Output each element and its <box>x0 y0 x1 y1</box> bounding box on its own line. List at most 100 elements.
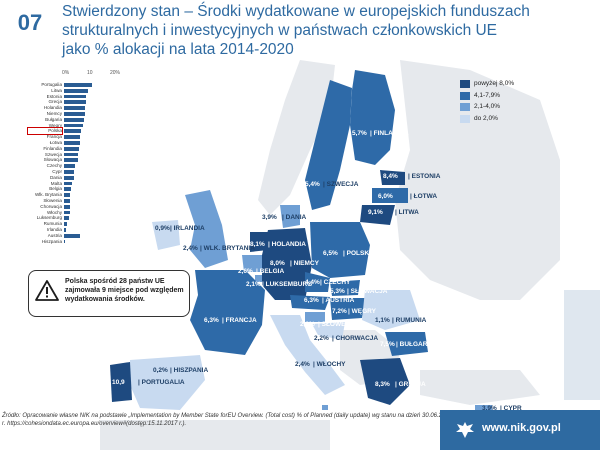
chart-bar <box>64 175 75 180</box>
chart-row: Chorwacja <box>28 204 123 210</box>
region-grecja[interactable] <box>360 358 410 405</box>
region-francja[interactable] <box>190 270 265 355</box>
region-slowenia[interactable] <box>305 312 325 322</box>
label-wlk-brytania: | WLK. BRYTANIA <box>200 245 255 252</box>
region-szwecja[interactable] <box>305 80 352 210</box>
chart-row: Bułgaria <box>28 117 123 123</box>
value-portugalia: 10,9 <box>112 379 125 386</box>
region-estonia[interactable] <box>380 170 405 185</box>
value-holandia: 8,1% <box>250 241 265 248</box>
map-neighbor-africa <box>100 420 330 450</box>
value-bulgaria: 7,5% <box>380 341 395 348</box>
label-finlandia: | FINLANDIA <box>370 130 409 137</box>
legend-swatch <box>460 103 470 111</box>
chart-row: Węgry <box>28 123 123 129</box>
legend-item: do 2,0% <box>460 114 560 124</box>
chart-row: Luksemburg <box>28 215 123 221</box>
region-czechy[interactable] <box>305 272 330 292</box>
region-litwa[interactable] <box>360 205 395 225</box>
warning-icon <box>35 280 59 301</box>
chart-row-label: Portugalia <box>41 82 62 87</box>
chart-bar <box>64 169 75 174</box>
chart-row-label: Włochy <box>46 209 62 215</box>
region-niemcy[interactable] <box>262 228 312 300</box>
chart-bar <box>64 106 86 110</box>
region-hiszpania[interactable] <box>130 355 205 410</box>
region-wegry[interactable] <box>330 298 365 320</box>
chart-row: Słowenia <box>28 198 123 204</box>
chart-row: Cypr <box>28 169 123 175</box>
region-holandia[interactable] <box>250 232 268 252</box>
chart-row: Austria <box>28 233 123 239</box>
chart-bar <box>64 216 70 221</box>
chart-row: Włochy <box>28 210 123 216</box>
region-slowacja[interactable] <box>330 280 360 296</box>
label-irlandia: | IRLANDIA <box>170 225 205 232</box>
region-wlk-brytania[interactable] <box>185 190 228 268</box>
region-portugalia[interactable] <box>110 362 132 402</box>
chart-bar <box>64 140 80 145</box>
value-slowacja: 5,3% <box>330 288 345 295</box>
value-wlochy: 2,4% <box>295 361 310 368</box>
tick-20: 20% <box>110 70 121 76</box>
label-austria: | AUSTRIA <box>322 297 355 304</box>
label-grecja: | GRECJA <box>395 381 426 388</box>
region-irlandia[interactable] <box>152 220 180 250</box>
chart-bar <box>64 135 81 139</box>
chart-row: Rumunia <box>28 221 123 227</box>
label-niemcy: | NIEMCY <box>290 260 320 267</box>
chart-row-label: Grecja <box>48 99 62 105</box>
chart-row-label: Szwecja <box>44 151 62 157</box>
chart-row: Irlandia <box>28 227 123 233</box>
chart-row-label: Litwa <box>51 87 62 93</box>
chart-bar <box>64 204 70 209</box>
region-luksemburg[interactable] <box>255 275 262 282</box>
region-wlochy[interactable] <box>270 315 345 395</box>
region-dania[interactable] <box>280 205 300 228</box>
chart-row-label: Holandia <box>43 105 62 111</box>
region-malta[interactable] <box>322 405 328 410</box>
chart-row: Wlk. Brytania <box>28 192 123 198</box>
label-cypr: | CYPR <box>500 405 522 412</box>
value-dania: 3,9% <box>262 214 277 221</box>
region-finlandia[interactable] <box>350 70 395 165</box>
value-litwa: 9,1% <box>368 209 383 216</box>
region-lotwa[interactable] <box>372 188 408 203</box>
value-wlk-brytania: 2,4% <box>183 245 198 252</box>
label-rumunia: | RUMUNIA <box>392 317 427 324</box>
chart-row-label: Bułgaria <box>45 116 62 122</box>
callout-text: Polska spośród 28 państw UE zajmowała 9 … <box>65 278 184 303</box>
chart-bar <box>64 233 81 238</box>
value-slowenia: 2,8% <box>300 321 315 328</box>
chart-row-label: Węgry <box>48 122 62 128</box>
region-belgia[interactable] <box>242 255 262 272</box>
chart-bar <box>64 117 84 122</box>
chart-row: Holandia <box>28 105 123 111</box>
region-chorwacja[interactable] <box>312 322 345 340</box>
legend-swatch <box>460 91 470 100</box>
slide-number: 07 <box>17 10 43 35</box>
label-wegry: | WĘGRY <box>348 308 377 315</box>
chart-bar <box>64 210 71 215</box>
chart-row-label: Francja <box>46 134 62 140</box>
chart-row: Szwecja <box>28 152 123 158</box>
label-estonia: | ESTONIA <box>408 173 441 180</box>
site-link[interactable]: www.nik.gov.pl <box>482 422 561 434</box>
chart-row: Belgia <box>28 186 123 192</box>
region-bulgaria[interactable] <box>385 332 428 356</box>
chart-row-label: Chorwacja <box>40 203 62 209</box>
label-dania: | DANIA <box>282 214 307 221</box>
label-chorwacja: | CHORWACJA <box>332 335 378 342</box>
region-rumunia[interactable] <box>362 290 420 330</box>
value-finlandia: 5,7% <box>352 130 367 137</box>
label-portugalia: | PORTUGALIA <box>138 379 185 386</box>
chart-row-label: Belgia <box>49 186 62 192</box>
title-line-3: jako % alokacji na lata 2014-2020 <box>62 41 294 58</box>
region-polska[interactable] <box>310 222 370 278</box>
label-hiszpania: | HISZPANIA <box>170 367 208 374</box>
region-austria[interactable] <box>290 295 330 310</box>
legend-label: 2,1-4,0% <box>474 103 501 110</box>
value-belgia: 2,6% <box>238 268 253 275</box>
label-czechy: | CZECHY <box>320 279 351 286</box>
chart-bar <box>64 158 78 163</box>
